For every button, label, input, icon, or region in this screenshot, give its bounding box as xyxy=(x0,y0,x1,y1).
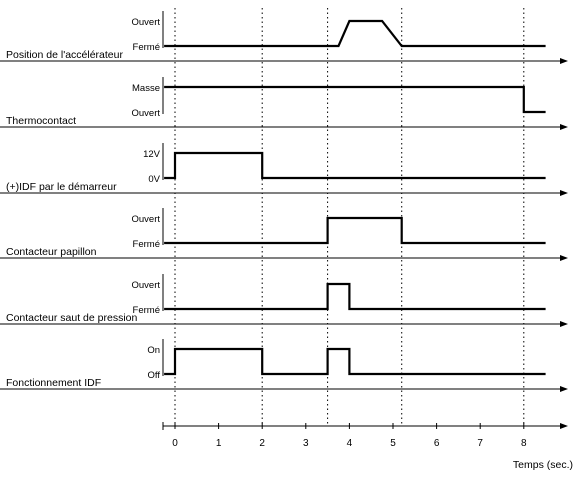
signal-label: Contacteur saut de pression xyxy=(6,312,137,324)
high-level-label: Ouvert xyxy=(131,280,160,291)
high-level-label: 12V xyxy=(143,149,161,160)
high-level-label: Ouvert xyxy=(131,17,160,28)
low-level-label: Off xyxy=(148,370,161,381)
row-arrow-icon xyxy=(560,190,568,196)
time-axis-title: Temps (sec.) xyxy=(513,459,573,471)
time-axis-arrow-icon xyxy=(560,423,568,429)
row-arrow-icon xyxy=(560,386,568,392)
signal-row-idf-demarreur: (+)IDF par le démarreur 12V 0V xyxy=(0,143,568,196)
waveform-contacteur-saut-pression xyxy=(164,282,546,311)
waveform-contacteur-papillon xyxy=(164,216,546,245)
time-tick-label: 0 xyxy=(172,438,178,449)
time-tick-label: 4 xyxy=(347,438,353,449)
time-axis: Temps (sec.) 0 1 2 3 4 5 6 7 8 xyxy=(162,422,573,471)
low-level-label: Fermé xyxy=(133,239,160,250)
signal-label: Position de l'accélérateur xyxy=(6,49,123,61)
time-tick-label: 8 xyxy=(521,438,527,449)
signal-row-contacteur-saut-pression: Contacteur saut de pression Ouvert Fermé xyxy=(0,274,568,327)
signal-row-contacteur-papillon: Contacteur papillon Ouvert Fermé xyxy=(0,208,568,261)
waveform-accelerateur xyxy=(164,19,546,48)
signal-label: (+)IDF par le démarreur xyxy=(6,181,117,193)
low-level-label: Ouvert xyxy=(131,108,160,119)
row-arrow-icon xyxy=(560,255,568,261)
signal-label: Thermocontact xyxy=(6,115,76,127)
low-level-label: 0V xyxy=(148,174,160,185)
high-level-label: Ouvert xyxy=(131,214,160,225)
signal-label: Contacteur papillon xyxy=(6,246,97,258)
signal-row-thermocontact: Thermocontact Masse Ouvert xyxy=(0,77,568,130)
signal-rows: Position de l'accélérateur Ouvert Fermé The… xyxy=(0,11,568,392)
time-tick-label: 7 xyxy=(477,438,483,449)
time-tick-label: 3 xyxy=(303,438,309,449)
row-arrow-icon xyxy=(560,321,568,327)
time-tick-label: 6 xyxy=(434,438,440,449)
signal-row-accelerateur: Position de l'accélérateur Ouvert Fermé xyxy=(0,11,568,64)
low-level-label: Fermé xyxy=(133,42,160,53)
signal-row-fonctionnement-idf: Fonctionnement IDF On Off xyxy=(0,339,568,392)
signal-label: Fonctionnement IDF xyxy=(6,377,101,389)
row-arrow-icon xyxy=(560,124,568,130)
high-level-label: Masse xyxy=(132,83,160,94)
low-level-label: Fermé xyxy=(133,305,160,316)
waveform-idf-demarreur xyxy=(164,151,546,180)
waveform-thermocontact xyxy=(164,85,546,114)
waveform-fonctionnement-idf xyxy=(164,347,546,376)
time-tick-label: 5 xyxy=(390,438,396,449)
row-arrow-icon xyxy=(560,58,568,64)
time-tick-label: 1 xyxy=(216,438,222,449)
high-level-label: On xyxy=(147,345,160,356)
time-tick-label: 2 xyxy=(259,438,265,449)
